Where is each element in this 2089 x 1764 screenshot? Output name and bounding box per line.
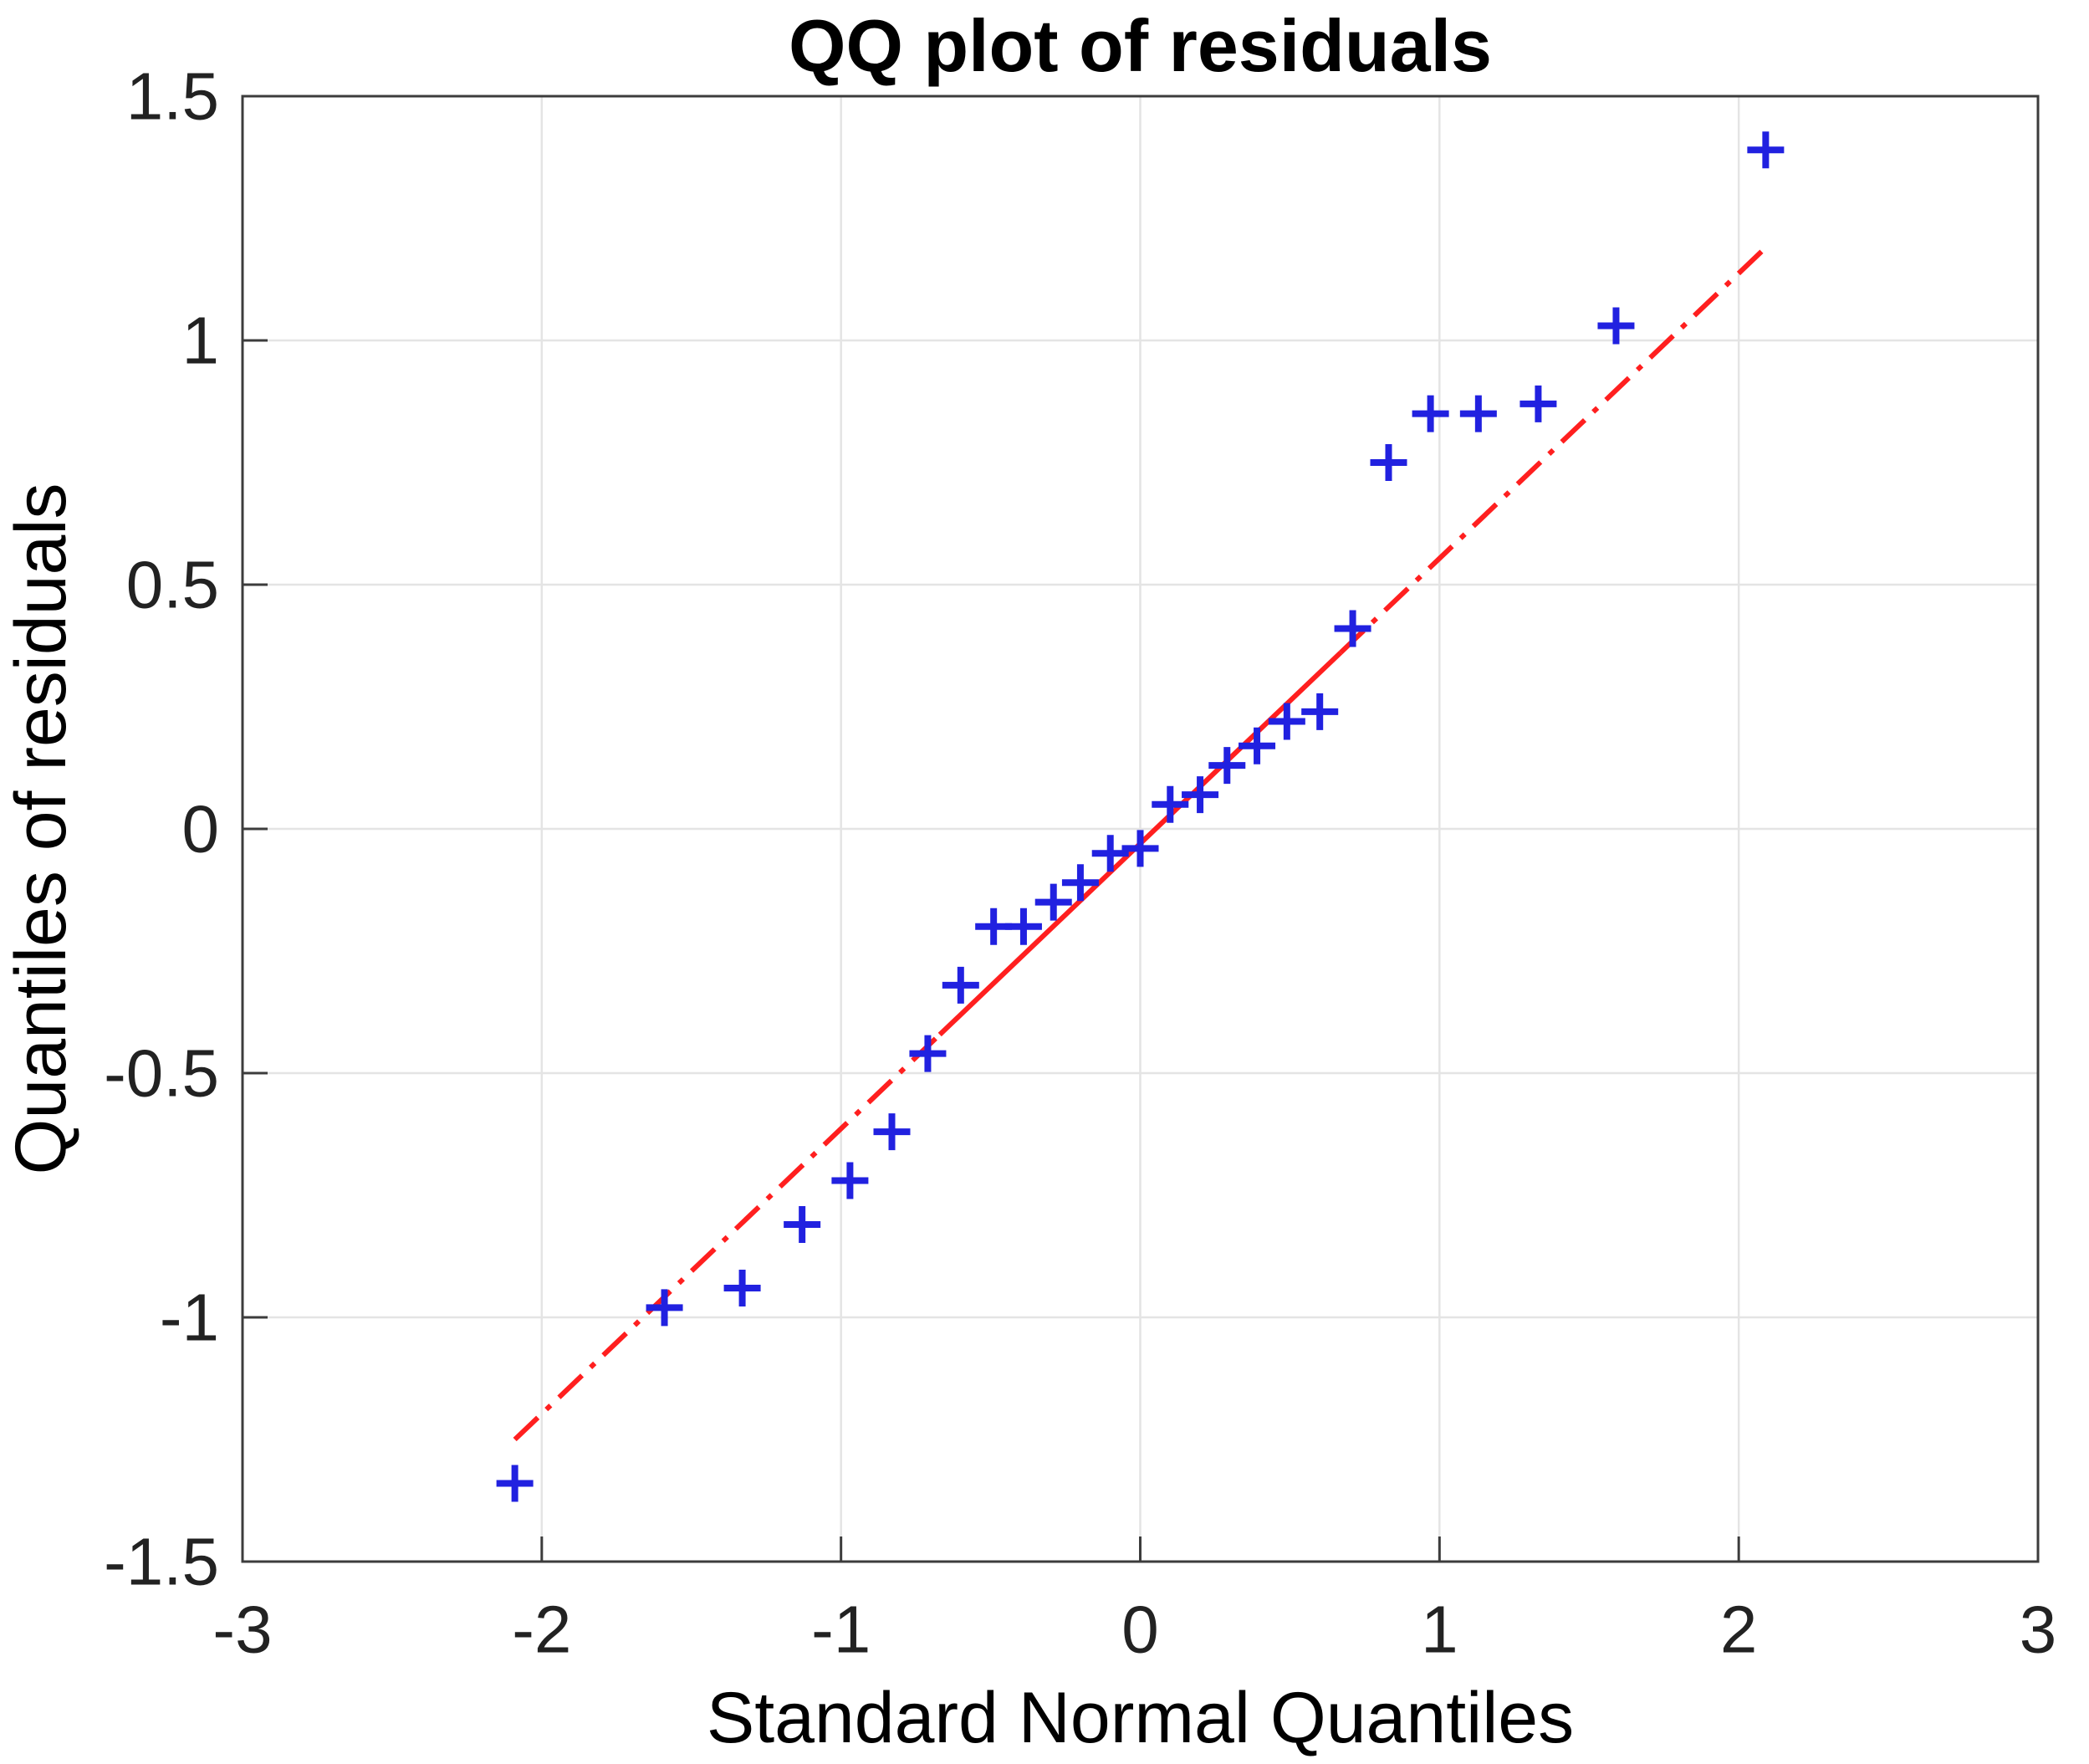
x-axis-label: Standard Normal Quantiles [707, 1678, 1574, 1758]
data-point-plus-marker [1520, 385, 1557, 422]
y-tick-label: 0.5 [126, 548, 219, 622]
x-tick-labels: -3 -2 -1 0 1 2 3 [212, 1593, 2056, 1667]
data-point-plus-marker [942, 966, 979, 1004]
x-tick-label: 1 [1421, 1593, 1458, 1667]
x-tick-label: 3 [2020, 1593, 2057, 1667]
data-point-plus-marker [1597, 307, 1635, 345]
y-tick-label: -1 [160, 1281, 219, 1355]
data-point-plus-marker [1152, 785, 1189, 823]
data-point-plus-marker [1004, 908, 1042, 945]
y-tick-label: -0.5 [104, 1036, 219, 1111]
data-point-plus-marker [496, 1465, 534, 1502]
y-tick-label: 0 [182, 792, 220, 867]
data-point-plus-marker [1182, 776, 1219, 814]
data-point-plus-marker [1121, 830, 1159, 867]
data-point-plus-marker [1334, 610, 1371, 647]
y-tick-label: 1 [182, 304, 220, 378]
data-point-plus-marker [1412, 395, 1449, 432]
x-tick-label: -1 [811, 1593, 871, 1667]
data-point-plus-marker [1747, 131, 1785, 169]
data-point-plus-marker [723, 1269, 761, 1306]
data-point-plus-marker [1061, 864, 1099, 902]
y-tick-label: 1.5 [126, 59, 219, 134]
x-tick-label: 0 [1121, 1593, 1159, 1667]
chart-title: QQ plot of residuals [789, 4, 1492, 87]
data-point-plus-marker [1301, 693, 1339, 730]
data-point-plus-marker [1091, 835, 1129, 872]
y-axis-label: Quantiles of residuals [1, 483, 81, 1175]
gridlines [243, 96, 2038, 1562]
data-point-plus-marker [1034, 883, 1072, 921]
reference-line-dashdot-segment [1339, 245, 1768, 655]
reference-line-dashdot-segment [513, 1032, 942, 1442]
data-point-plus-marker [1459, 395, 1497, 432]
data-point-plus-marker [831, 1162, 869, 1199]
x-tick-label: 2 [1720, 1593, 1758, 1667]
data-points [496, 131, 1785, 1502]
data-point-plus-marker [1370, 444, 1407, 481]
y-tick-labels: -1.5 -1 -0.5 0 0.5 1 1.5 [104, 59, 219, 1599]
data-point-plus-marker [1208, 747, 1246, 785]
y-tick-label: -1.5 [104, 1525, 219, 1599]
data-point-plus-marker [873, 1113, 911, 1151]
data-point-plus-marker [1239, 727, 1276, 764]
data-point-plus-marker [646, 1289, 683, 1327]
data-point-plus-marker [1268, 703, 1305, 740]
data-point-plus-marker [909, 1035, 947, 1072]
x-tick-label: -2 [512, 1593, 571, 1667]
data-point-plus-marker [784, 1206, 821, 1244]
axis-ticks [241, 95, 2040, 1563]
x-tick-label: -3 [212, 1593, 272, 1667]
